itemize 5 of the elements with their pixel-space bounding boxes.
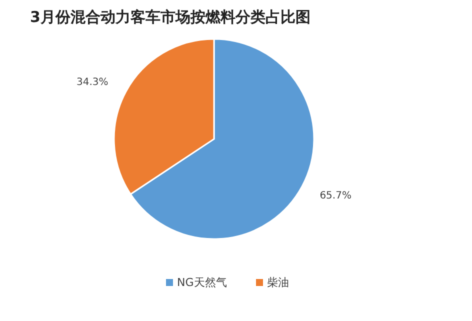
data-label: 34.3%: [76, 76, 108, 88]
chart-title: 3月份混合动力客车市场按燃料分类占比图: [30, 8, 310, 26]
data-label: 65.7%: [320, 190, 352, 202]
legend-label: NG天然气: [177, 276, 227, 290]
legend-label: 柴油: [267, 276, 289, 290]
